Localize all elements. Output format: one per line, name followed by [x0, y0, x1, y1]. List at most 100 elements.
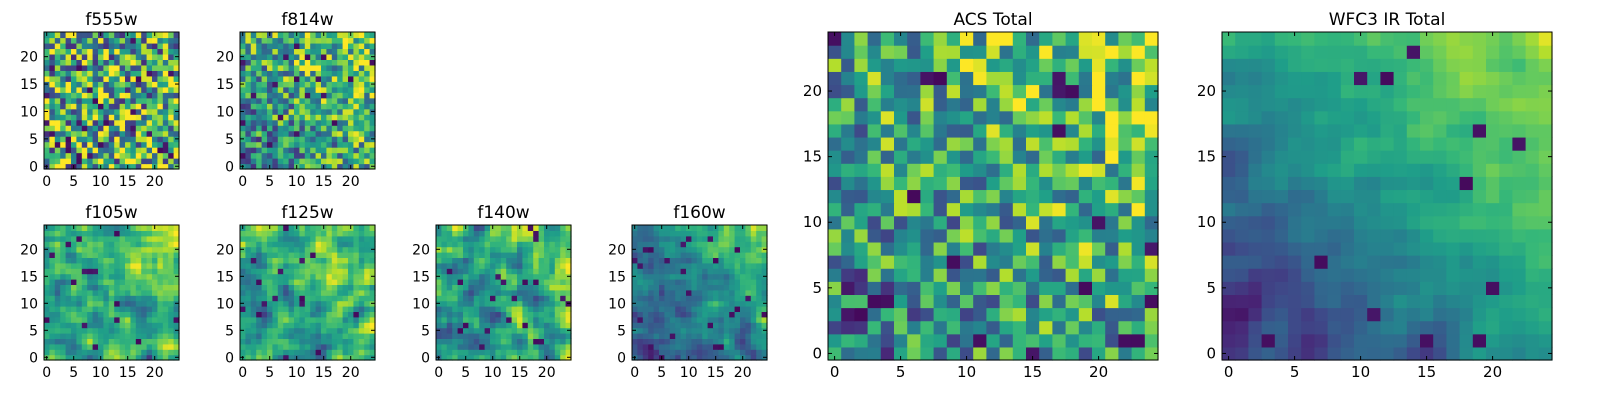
- heatmap-cell: [342, 349, 349, 356]
- heatmap-cell: [841, 241, 855, 256]
- heatmap-cell: [495, 338, 502, 345]
- heatmap-cell: [1288, 163, 1302, 177]
- heatmap-cell: [1354, 228, 1368, 243]
- heatmap-cell: [1459, 255, 1474, 269]
- heatmap-cell: [533, 327, 540, 334]
- heatmap-cell: [76, 316, 83, 323]
- heatmap-cell: [642, 225, 649, 231]
- heatmap-cell: [1446, 294, 1461, 309]
- heatmap-cell: [1248, 346, 1263, 361]
- heatmap-cell: [310, 262, 317, 269]
- heatmap-cell: [353, 59, 360, 66]
- heatmap-cell: [740, 327, 746, 334]
- heatmap-cell: [1052, 189, 1067, 204]
- heatmap-cell: [894, 294, 908, 309]
- heatmap-cell: [745, 322, 752, 329]
- heatmap-cell: [527, 327, 534, 334]
- heatmap-cell: [664, 349, 671, 356]
- heatmap-cell: [162, 289, 169, 296]
- heatmap-cell: [119, 158, 126, 165]
- heatmap-cell: [54, 295, 61, 302]
- heatmap-cell: [81, 59, 88, 66]
- heatmap-cell: [1026, 241, 1040, 256]
- heatmap-cell: [310, 92, 317, 99]
- heatmap-cell: [337, 246, 344, 253]
- heatmap-cell: [828, 320, 842, 335]
- heatmap-cell: [1235, 320, 1249, 335]
- heatmap-cell: [637, 284, 644, 291]
- heatmap-cell: [522, 343, 529, 350]
- heatmap-cell: [960, 163, 974, 177]
- heatmap-cell: [358, 284, 365, 291]
- heatmap-cell: [321, 75, 327, 82]
- heatmap-cell: [544, 289, 550, 296]
- heatmap-cell: [81, 114, 88, 121]
- heatmap-cell: [669, 343, 676, 350]
- heatmap-cell: [696, 316, 703, 323]
- heatmap-cell: [723, 295, 730, 302]
- heatmap-cell: [1092, 294, 1106, 309]
- heatmap-cell: [299, 48, 306, 55]
- heatmap-cell: [283, 316, 290, 323]
- heatmap-cell: [1052, 281, 1067, 295]
- heatmap-cell: [304, 70, 311, 77]
- heatmap-cell: [60, 262, 67, 269]
- heatmap-cell: [750, 327, 757, 334]
- heatmap-cell: [288, 70, 295, 77]
- heatmap-cell: [119, 225, 126, 231]
- heatmap-cell: [1367, 150, 1381, 164]
- heatmap-cell: [103, 241, 110, 248]
- heatmap-cell: [554, 316, 561, 323]
- heatmap-cell: [245, 53, 252, 60]
- heatmap-cell: [1340, 202, 1355, 217]
- heatmap-cell: [691, 343, 698, 350]
- heatmap-cell: [87, 284, 94, 291]
- heatmap-cell: [549, 284, 556, 291]
- heatmap-cell: [495, 349, 502, 356]
- heatmap-cell: [146, 114, 153, 121]
- heatmap-cell: [894, 333, 908, 348]
- heatmap-cell: [54, 70, 61, 77]
- heatmap-cell: [364, 311, 371, 318]
- heatmap-cell: [364, 147, 371, 154]
- heatmap-cell: [98, 130, 104, 137]
- heatmap-cell: [713, 338, 719, 345]
- heatmap-cell: [723, 300, 730, 307]
- heatmap-cell: [734, 268, 741, 275]
- heatmap-cell: [642, 338, 649, 345]
- heatmap-cell: [734, 349, 741, 356]
- heatmap-cell: [1092, 45, 1106, 59]
- heatmap-cell: [299, 354, 306, 361]
- heatmap-cell: [146, 97, 153, 104]
- heatmap-cell: [326, 108, 333, 115]
- heatmap-cell: [60, 327, 67, 334]
- heatmap-cell: [272, 306, 279, 312]
- heatmap-cell: [960, 97, 974, 112]
- heatmap-cell: [522, 311, 529, 318]
- heatmap-cell: [81, 225, 88, 231]
- heatmap-cell: [364, 252, 371, 258]
- heatmap-cell: [358, 230, 365, 237]
- heatmap-cell: [880, 241, 895, 256]
- heatmap-cell: [304, 273, 311, 280]
- heatmap-cell: [713, 322, 719, 329]
- heatmap-cell: [294, 268, 300, 275]
- heatmap-cell: [713, 273, 719, 280]
- heatmap-cell: [49, 268, 56, 275]
- heatmap-cell: [522, 284, 529, 291]
- heatmap-cell: [1367, 346, 1381, 361]
- heatmap-cell: [1078, 189, 1093, 204]
- heatmap-cell: [729, 316, 736, 323]
- heatmap-cell: [702, 279, 709, 285]
- heatmap-cell: [1340, 320, 1355, 335]
- heatmap-cell: [315, 147, 322, 154]
- heatmap-cell: [49, 349, 56, 356]
- heatmap-cell: [348, 141, 354, 148]
- heatmap-cell: [310, 252, 317, 258]
- heatmap-cell: [1144, 110, 1159, 125]
- heatmap-cell: [135, 114, 142, 121]
- heatmap-cell: [87, 141, 94, 148]
- heatmap-cell: [696, 262, 703, 269]
- heatmap-cell: [1078, 346, 1093, 361]
- heatmap-cell: [261, 125, 268, 132]
